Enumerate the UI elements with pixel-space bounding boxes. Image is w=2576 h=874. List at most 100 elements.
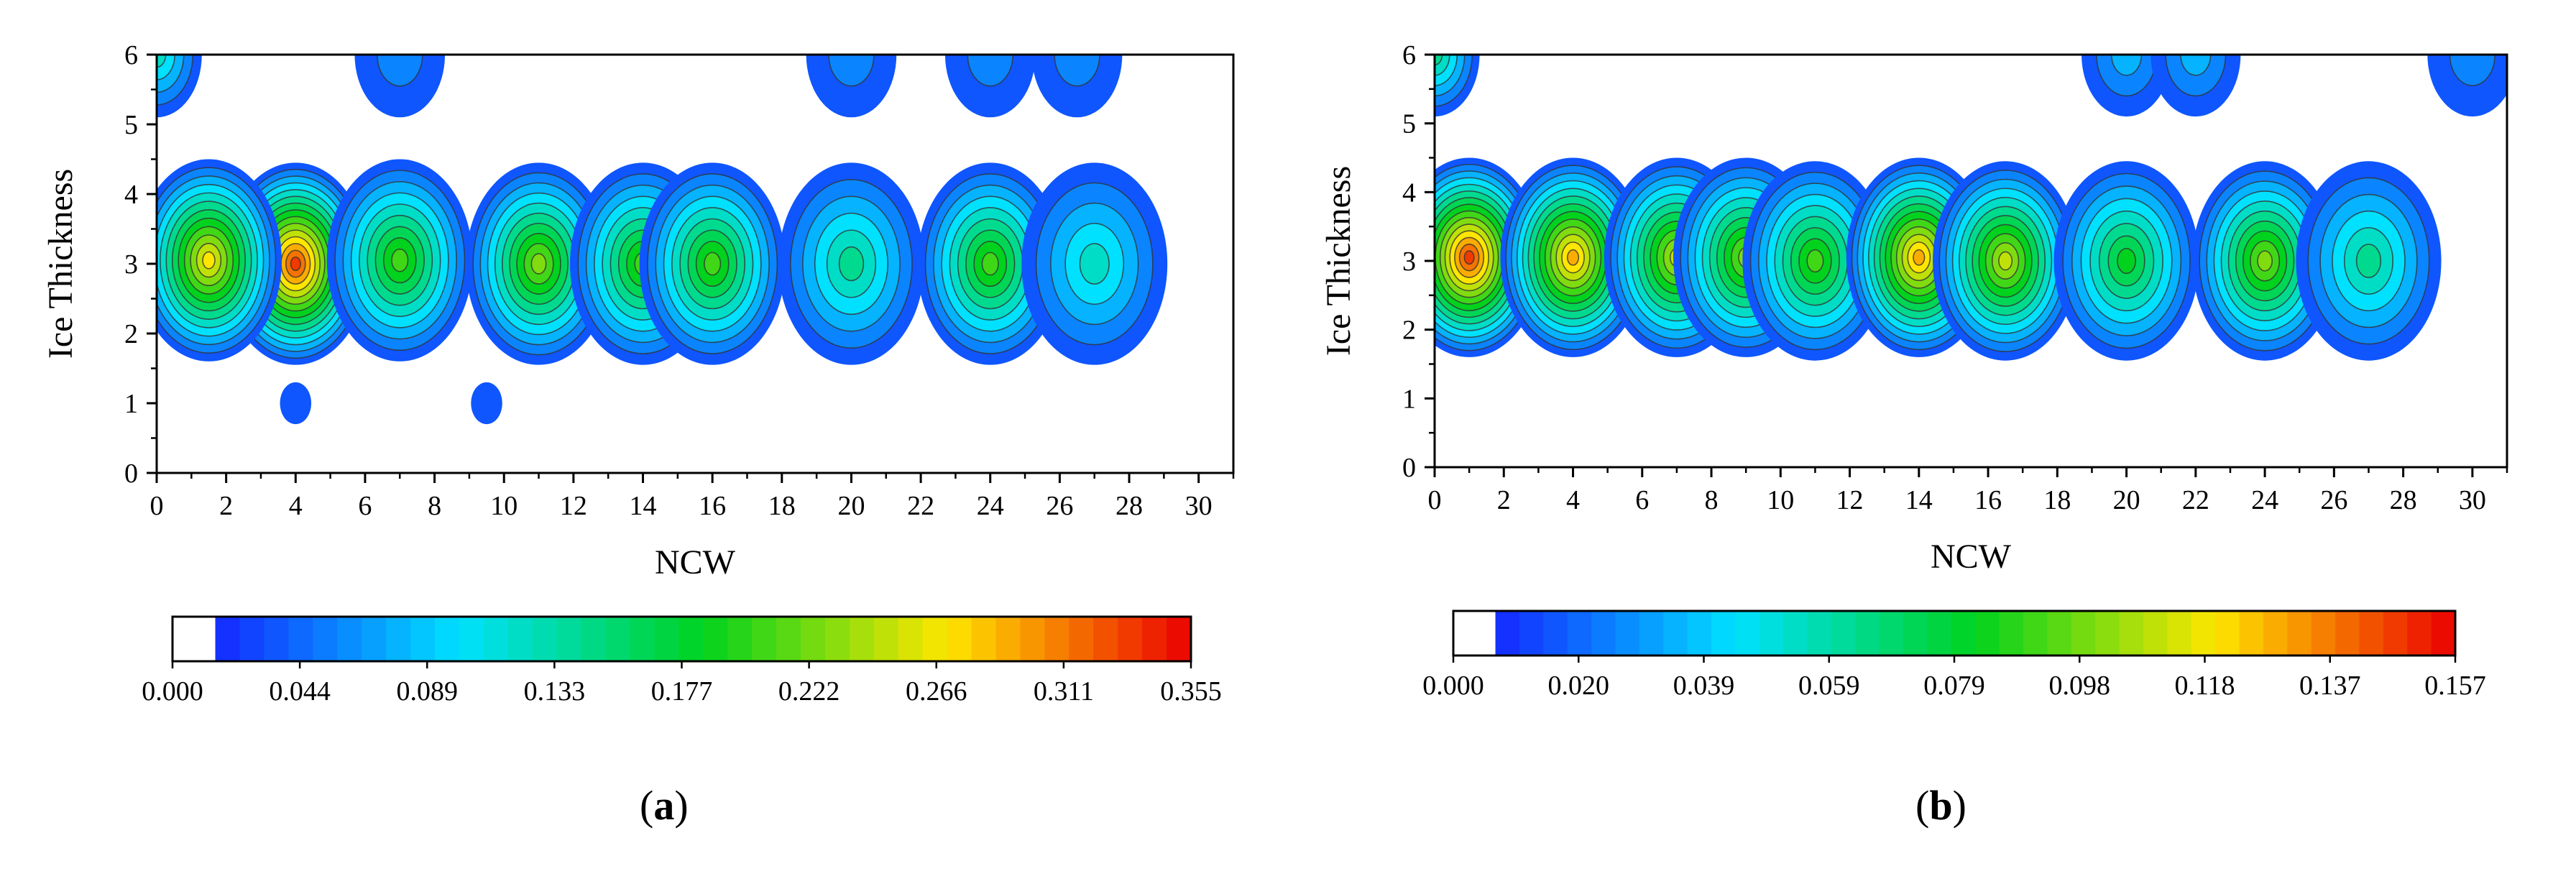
colorbar-segment <box>581 617 607 661</box>
colorbar-segment <box>2119 611 2144 656</box>
x-tick-label: 10 <box>490 491 518 521</box>
colorbar-zero-segment <box>172 617 216 661</box>
colorbar-segment <box>2167 611 2192 656</box>
contour-level-a-11-4 <box>157 55 167 68</box>
colorbar-tick-label: 0.039 <box>1673 671 1735 701</box>
colorbar-segment <box>1093 617 1118 661</box>
contour-level-b-7-7 <box>2117 247 2137 275</box>
colorbar-tick-label: 0.177 <box>651 676 713 707</box>
panel-label-close: ) <box>1953 782 1966 829</box>
contour-level-b-4-8 <box>1806 249 1824 273</box>
x-tick-label: 6 <box>1635 485 1649 515</box>
colorbar-segment <box>1142 617 1167 661</box>
x-tick-label: 2 <box>219 491 233 521</box>
contour-level-a-1-11 <box>202 251 216 270</box>
colorbar-tick-label: 0.098 <box>2049 671 2111 701</box>
contour-level-a-6-5 <box>838 246 865 282</box>
y-tick-label: 0 <box>1402 453 1416 483</box>
colorbar-tick-label: 0.044 <box>269 676 331 707</box>
colorbar-segment <box>727 617 753 661</box>
colorbar-tick-label: 0.000 <box>142 676 203 707</box>
colorbar-segment <box>556 617 582 661</box>
colorbar-segment <box>922 617 948 661</box>
y-tick-label: 6 <box>124 40 138 70</box>
colorbar-segment <box>1999 611 2024 656</box>
x-tick-label: 30 <box>1185 491 1213 521</box>
colorbar-segment <box>1831 611 1856 656</box>
contour-level-a-5-8 <box>704 252 722 276</box>
colorbar-segment <box>337 617 362 661</box>
colorbar-segment <box>947 617 972 661</box>
y-tick-label: 1 <box>124 389 138 419</box>
x-tick-label: 24 <box>977 491 1004 521</box>
x-tick-label: 2 <box>1497 485 1511 515</box>
colorbar-tick-label: 0.222 <box>778 676 840 707</box>
colorbar-segment <box>239 617 264 661</box>
x-tick-label: 26 <box>2320 485 2347 515</box>
colorbar-tick-label: 0.089 <box>397 676 459 707</box>
colorbar-segment <box>1615 611 1640 656</box>
colorbar-segment <box>2359 611 2384 656</box>
x-tick-label: 28 <box>1116 491 1143 521</box>
x-tick-label: 6 <box>358 491 372 521</box>
x-tick-label: 8 <box>428 491 441 521</box>
x-axis-title: NCW <box>655 543 736 581</box>
x-tick-label: 16 <box>1974 485 2002 515</box>
x-tick-label: 20 <box>837 491 865 521</box>
x-tick-label: 26 <box>1046 491 1073 521</box>
panel-label: (a) <box>640 782 689 829</box>
colorbar: 0.000 0.020 0.039 0.059 0.079 0.098 0.118 0.137… <box>1422 610 2486 701</box>
colorbar-segment <box>459 617 484 661</box>
contour-level-b-5-12 <box>1913 249 1926 266</box>
x-tick-label: 12 <box>1836 485 1864 515</box>
contour-level-b-9-5 <box>2355 244 2382 278</box>
x-tick-label: 22 <box>2182 485 2209 515</box>
x-tick-label: 4 <box>1566 485 1580 515</box>
colorbar-segment <box>2335 611 2360 656</box>
colorbar-segment <box>678 617 704 661</box>
colorbar-zero-segment <box>1453 611 1496 656</box>
colorbar: 0.000 0.044 0.089 0.133 0.177 0.222 0.266 0.311… <box>142 615 1222 707</box>
colorbar-segment <box>288 617 313 661</box>
colorbar-segment <box>824 617 850 661</box>
colorbar-segment <box>971 617 997 661</box>
x-tick-label: 18 <box>2043 485 2071 515</box>
colorbar-segment <box>2071 611 2096 656</box>
colorbar-tick-label: 0.133 <box>524 676 586 707</box>
colorbar-segment <box>2023 611 2048 656</box>
colorbar-tick-label: 0.059 <box>1798 671 1860 701</box>
colorbar-segment <box>1879 611 1904 656</box>
colorbar-segment <box>2431 611 2456 656</box>
colorbar-segment <box>1927 611 1952 656</box>
panel-label-close: ) <box>674 782 688 829</box>
y-axis-title: Ice Thickness <box>42 169 80 359</box>
colorbar-segment <box>410 617 436 661</box>
colorbar-segment <box>2407 611 2432 656</box>
colorbar-segment <box>313 617 338 661</box>
colorbar-tick-label: 0.157 <box>2424 671 2486 701</box>
colorbar-tick-label: 0.118 <box>2174 671 2235 701</box>
y-axis-title: Ice Thickness <box>1320 166 1358 356</box>
colorbar-segment <box>386 617 411 661</box>
colorbar-segment <box>264 617 289 661</box>
colorbar-segment <box>898 617 924 661</box>
colorbar-segment <box>1903 611 1928 656</box>
colorbar-tick-label: 0.079 <box>1923 671 1985 701</box>
colorbar-tick-label: 0.000 <box>1422 671 1484 701</box>
x-tick-label: 0 <box>1428 485 1442 515</box>
colorbar-segment <box>873 617 899 661</box>
y-tick-label: 5 <box>1402 109 1416 139</box>
x-tick-label: 30 <box>2459 485 2486 515</box>
contour-level-b-0-14 <box>1463 250 1475 265</box>
contour-level-a-14-1 <box>967 55 1013 87</box>
colorbar-segment <box>605 617 631 661</box>
contour-level-b-11-2 <box>2110 55 2143 76</box>
colorbar-segment <box>1711 611 1736 656</box>
colorbar-segment <box>1567 611 1592 656</box>
colorbar-segment <box>2215 611 2240 656</box>
contour-level-a-9-0 <box>280 382 312 425</box>
colorbar-segment <box>1735 611 1760 656</box>
colorbar-tick-label: 0.355 <box>1160 676 1222 707</box>
contour-level-a-8-4 <box>1079 243 1110 285</box>
